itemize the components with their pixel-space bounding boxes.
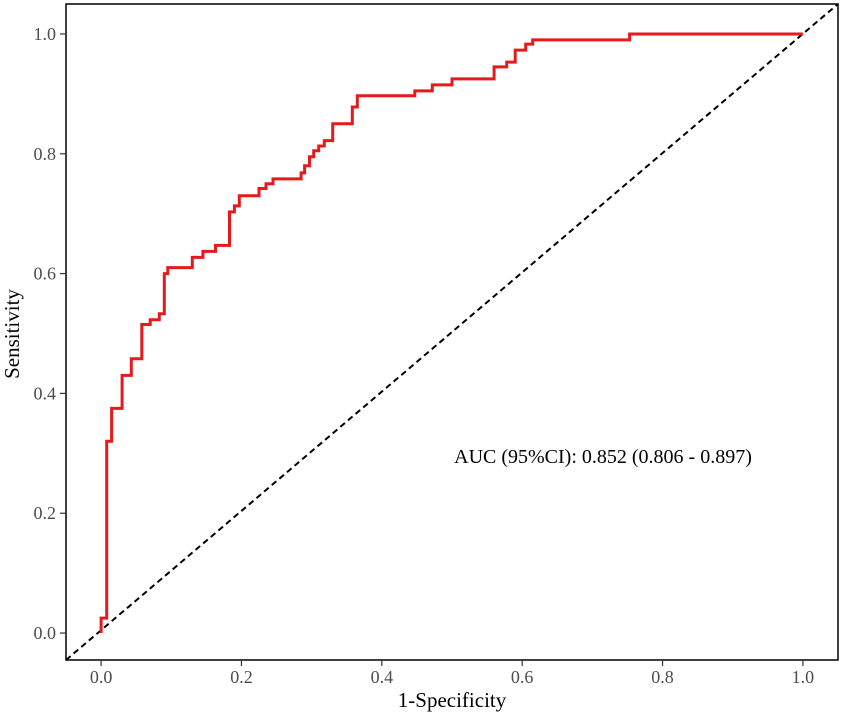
y-axis-ticks: 0.0 0.2 0.4 0.6 0.8 1.0 [34, 24, 66, 643]
x-tick-label: 1.0 [792, 667, 815, 687]
y-tick-label: 0.0 [34, 623, 57, 643]
y-tick-label: 1.0 [34, 24, 57, 44]
y-tick-label: 0.4 [34, 383, 57, 403]
y-tick-label: 0.6 [34, 264, 57, 284]
x-tick-label: 0.2 [230, 667, 253, 687]
plot-border [65, 3, 839, 661]
x-axis-title: 1-Specificity [398, 688, 507, 712]
x-tick-label: 0.8 [651, 667, 674, 687]
x-tick-label: 0.0 [90, 667, 113, 687]
auc-annotation: AUC (95%CI): 0.852 (0.806 - 0.897) [454, 446, 752, 468]
reference-diagonal-line [66, 4, 838, 660]
roc-curve-line [99, 32, 803, 633]
y-tick-label: 0.8 [34, 144, 57, 164]
x-axis-ticks: 0.0 0.2 0.4 0.6 0.8 1.0 [90, 660, 814, 687]
x-tick-label: 0.6 [511, 667, 534, 687]
y-tick-label: 0.2 [34, 503, 57, 523]
y-axis-title: Sensitivity [0, 289, 24, 379]
x-tick-label: 0.4 [371, 667, 394, 687]
plot-marks [66, 4, 838, 660]
